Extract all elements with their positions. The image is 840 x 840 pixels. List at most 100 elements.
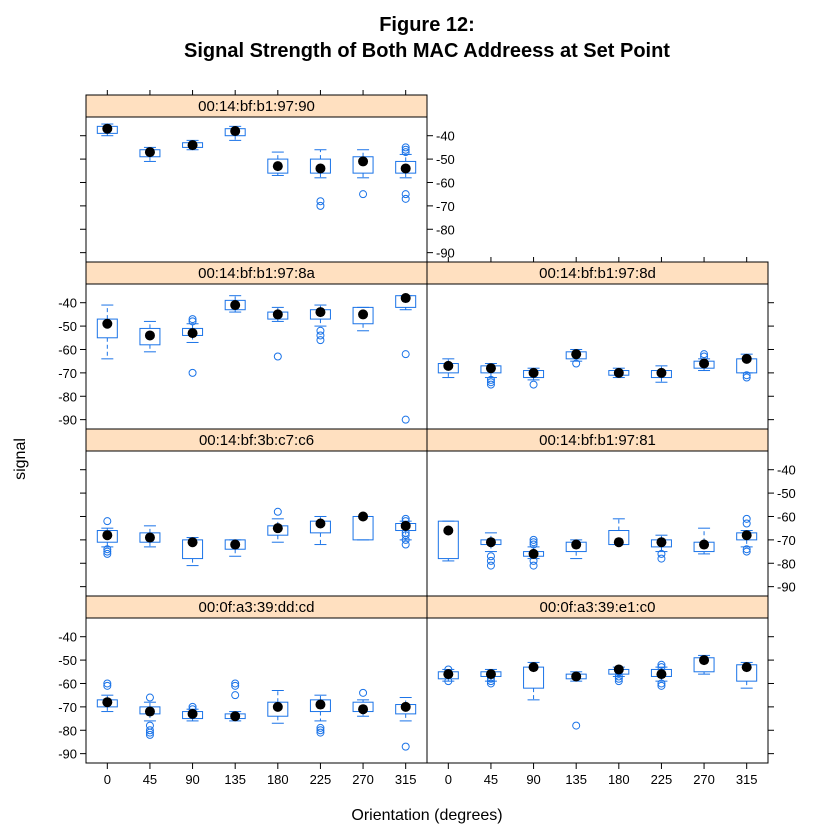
median-dot: [485, 537, 496, 548]
y-tick-label: -40: [58, 296, 77, 311]
outlier-point: [401, 531, 410, 540]
median-dot: [144, 532, 155, 543]
x-tick-label: 180: [608, 772, 630, 787]
median-dot: [400, 293, 411, 304]
panel-strip-label: 00:14:bf:b1:97:8a: [198, 265, 315, 282]
outlier-point: [401, 535, 410, 544]
median-dot: [656, 537, 667, 548]
outlier-point: [742, 371, 751, 380]
outlier-point: [316, 336, 325, 345]
outlier-point: [103, 681, 112, 690]
median-dot: [571, 671, 582, 682]
panel-strip-label: 00:14:bf:b1:97:8d: [539, 265, 656, 282]
median-dot: [613, 367, 624, 378]
x-tick-label: 315: [736, 772, 758, 787]
outlier-point: [231, 691, 240, 700]
outlier-point: [188, 315, 197, 324]
outlier-point: [401, 194, 410, 203]
outlier-point: [486, 556, 495, 565]
outlier-point: [231, 679, 240, 688]
median-dot: [102, 697, 113, 708]
y-tick-label: -70: [436, 199, 455, 214]
outlier-point: [359, 688, 368, 697]
panel-frame: [85, 116, 428, 263]
median-dot: [187, 328, 198, 339]
outlier-point: [572, 721, 581, 730]
x-tick-label: 45: [484, 772, 498, 787]
median-dot: [230, 711, 241, 722]
outlier-point: [316, 723, 325, 732]
outlier-point: [401, 540, 410, 549]
y-tick-label: -70: [777, 533, 796, 548]
panel-strip-label: 00:0f:a3:39:dd:cd: [199, 599, 315, 616]
y-tick-label: -50: [777, 486, 796, 501]
y-tick-label: -40: [58, 630, 77, 645]
median-dot: [358, 309, 369, 320]
outlier-point: [401, 143, 410, 152]
y-axis-title: signal: [12, 438, 29, 480]
median-dot: [656, 367, 667, 378]
outlier-point: [529, 561, 538, 570]
outlier-point: [486, 561, 495, 570]
y-tick-label: -90: [58, 413, 77, 428]
y-tick-label: -50: [58, 653, 77, 668]
median-dot: [528, 548, 539, 559]
y-tick-label: -80: [436, 222, 455, 237]
outlier-point: [486, 380, 495, 389]
outlier-point: [401, 742, 410, 751]
median-dot: [102, 318, 113, 329]
median-dot: [613, 537, 624, 548]
y-tick-label: -90: [777, 580, 796, 595]
outlier-point: [657, 660, 666, 669]
y-tick-label: -40: [777, 463, 796, 478]
median-dot: [443, 525, 454, 536]
median-dot: [656, 669, 667, 680]
median-dot: [315, 163, 326, 174]
outlier-point: [657, 681, 666, 690]
y-tick-label: -40: [436, 129, 455, 144]
median-dot: [272, 309, 283, 320]
panel-frame: [85, 617, 428, 764]
median-dot: [144, 330, 155, 341]
outlier-point: [188, 368, 197, 377]
panel-strip-label: 00:14:bf:b1:97:81: [539, 432, 656, 449]
panel-strip-label: 00:0f:a3:39:e1:c0: [540, 599, 656, 616]
outlier-point: [316, 728, 325, 737]
box-iqr: [139, 327, 161, 346]
outlier-point: [316, 201, 325, 210]
y-tick-label: -60: [436, 175, 455, 190]
outlier-point: [486, 375, 495, 384]
x-tick-label: 90: [526, 772, 540, 787]
y-tick-label: -50: [58, 319, 77, 334]
median-dot: [571, 539, 582, 550]
outlier-point: [742, 373, 751, 382]
chart-title-line-1: Figure 12:: [379, 14, 475, 36]
y-tick-label: -80: [58, 723, 77, 738]
median-dot: [102, 530, 113, 541]
panel-frame: [426, 450, 769, 597]
outlier-point: [316, 331, 325, 340]
outlier-point: [486, 378, 495, 387]
x-tick-label: 0: [445, 772, 452, 787]
y-tick-label: -80: [777, 556, 796, 571]
chart-title-line-2: Signal Strength of Both MAC Addreess at …: [184, 40, 670, 62]
y-tick-label: -60: [58, 342, 77, 357]
panel-frame: [85, 450, 428, 597]
median-dot: [315, 699, 326, 710]
outlier-point: [145, 730, 154, 739]
outlier-point: [401, 145, 410, 154]
panels-group: 00:14:bf:b1:97:90 -40 -50 -60 -70 -80 -90 00:14…: [58, 90, 796, 787]
median-dot: [187, 140, 198, 151]
outlier-point: [145, 728, 154, 737]
outlier-point: [188, 317, 197, 326]
x-axis-title: Orientation (degrees): [351, 807, 502, 824]
median-dot: [230, 126, 241, 137]
median-dot: [358, 156, 369, 167]
x-tick-label: 45: [143, 772, 157, 787]
outlier-point: [401, 415, 410, 424]
outlier-point: [273, 507, 282, 516]
box-iqr: [267, 158, 289, 174]
x-tick-label: 180: [267, 772, 289, 787]
median-dot: [741, 662, 752, 673]
